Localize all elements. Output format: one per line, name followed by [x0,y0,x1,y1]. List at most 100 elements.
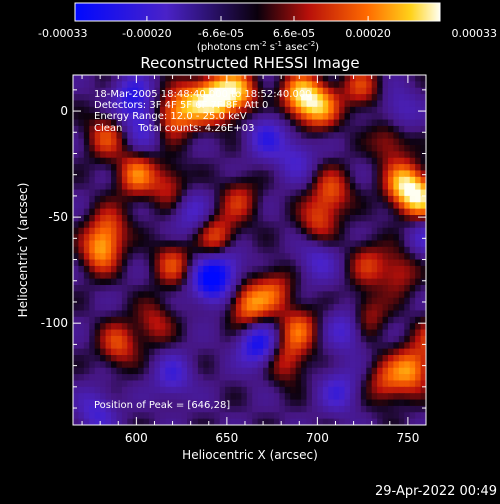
heatmap-cell [404,412,411,420]
heatmap-cell [415,240,422,248]
heatmap-cell [105,138,112,146]
heatmap-cell [301,291,308,299]
heatmap-cell [127,297,134,305]
heatmap-cell [355,405,362,413]
heatmap-cell [159,164,166,172]
heatmap-cell [420,234,426,242]
heatmap-cell [328,176,335,184]
heatmap-cell [344,100,351,108]
heatmap-cell [214,234,221,242]
heatmap-cell [121,323,128,331]
heatmap-cell [257,100,264,108]
heatmap-cell [138,81,145,89]
heatmap-cell [328,348,335,356]
heatmap-cell [187,323,194,331]
heatmap-cell [181,291,188,299]
heatmap-cell [241,81,248,89]
heatmap-cell [111,189,118,197]
heatmap-cell [241,151,248,159]
heatmap-cell [306,208,313,216]
heatmap-cell [100,106,107,114]
heatmap-cell [214,310,221,318]
heatmap-cell [105,253,112,261]
heatmap-cell [143,405,150,413]
heatmap-cell [339,374,346,382]
heatmap-cell [132,176,139,184]
heatmap-cell [73,316,80,324]
heatmap-cell [100,323,107,331]
heatmap-cell [230,202,237,210]
heatmap-cell [387,81,395,89]
heatmap-cell [159,176,166,184]
heatmap-cell [263,202,270,210]
heatmap-cell [116,297,123,305]
heatmap-cell [284,227,291,235]
heatmap-cell [219,374,226,382]
heatmap-cell [290,246,297,254]
heatmap-cell [355,157,362,165]
heatmap-cell [203,221,210,229]
heatmap-cell [105,94,112,102]
heatmap-cell [333,202,340,210]
heatmap-cell [192,386,199,394]
heatmap-cell [246,418,253,425]
heatmap-cell [127,227,134,235]
heatmap-cell [73,380,80,388]
heatmap-cell [284,399,291,407]
heatmap-cell [333,355,340,362]
heatmap-cell [284,164,291,172]
heatmap-cell [208,227,215,235]
heatmap-cell [333,75,340,82]
heatmap-cell [387,374,395,382]
heatmap-cell [187,138,194,146]
heatmap-cell [426,412,432,419]
heatmap-cell [105,272,112,280]
heatmap-cell [285,425,291,432]
heatmap-cell [301,183,308,191]
heatmap-cell [301,386,308,394]
heatmap-cell [393,412,400,420]
heatmap-cell [225,291,232,299]
heatmap-cell [295,157,302,165]
heatmap-cell [127,386,134,394]
heatmap-cell [420,253,426,261]
heatmap-cell [203,386,210,394]
heatmap-cell [143,202,150,210]
heatmap-cell [366,348,373,356]
heatmap-cell [192,94,199,102]
heatmap-cell [89,208,96,216]
heatmap-cell [382,164,389,172]
heatmap-cell [387,335,395,343]
heatmap-cell [127,380,134,388]
heatmap-cell [246,183,253,191]
heatmap-cell [116,323,123,331]
heatmap-cell [371,278,378,286]
heatmap-cell [219,215,226,222]
heatmap-cell [404,380,411,388]
heatmap-cell [426,406,432,413]
heatmap-cell [322,138,329,146]
heatmap-cell [159,208,166,216]
heatmap-cell [393,329,400,337]
annotation-energy-range: Energy Range: 12.0 - 25.0 keV [94,111,247,122]
heatmap-cell [279,291,286,299]
heatmap-cell [311,81,318,89]
heatmap-cell [78,374,85,382]
heatmap-cell [420,297,426,305]
heatmap-cell [301,253,308,261]
heatmap-cell [252,304,259,312]
heatmap-cell [154,189,161,197]
heatmap-cell [241,119,248,127]
heatmap-cell [89,100,96,108]
heatmap-cell [105,405,112,413]
heatmap-cell [192,361,199,369]
heatmap-cell [100,119,107,127]
heatmap-cell [170,240,177,248]
heatmap-cell [398,138,405,146]
heatmap-cell [311,412,318,420]
heatmap-cell [328,151,335,159]
heatmap-cell [257,246,264,254]
heatmap-cell [159,240,166,248]
heatmap-cell [333,215,340,222]
heatmap-cell [187,240,194,248]
